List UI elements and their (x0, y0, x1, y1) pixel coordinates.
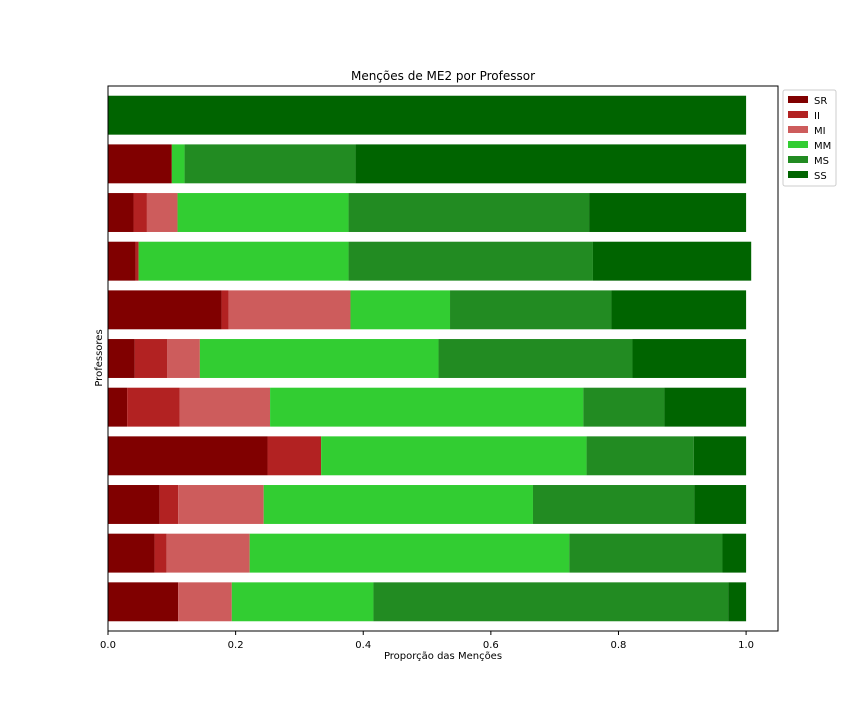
bar-segment-ii (135, 241, 139, 281)
bar-segment-ms (348, 193, 590, 232)
bar-segment-mi (167, 339, 200, 378)
bar-segment-ii (133, 193, 147, 232)
legend-swatch-ss (788, 171, 808, 178)
x-tick-label: 0.2 (228, 640, 244, 651)
bar-segment-mm (199, 339, 439, 378)
legend-swatch-mi (788, 126, 808, 133)
bar-segment-ms (583, 387, 665, 427)
bar-segment-ss (355, 144, 747, 184)
bars-group (108, 95, 752, 622)
bar-segment-mm (263, 485, 533, 524)
legend-swatch-ii (788, 111, 808, 118)
bar-segment-ss (722, 533, 747, 573)
legend-swatch-mm (788, 141, 808, 148)
legend: SR II MI MM MS SS (782, 89, 837, 187)
x-tick-label: 0.8 (611, 640, 627, 651)
x-axis-label: Proporção das Menções (384, 651, 502, 662)
bar-segment-ii (134, 339, 168, 378)
x-axis-ticks: 0.0 0.2 0.4 0.6 0.8 1.0 (100, 631, 754, 651)
bar-segment-ms (450, 290, 612, 330)
bar-segment-ss (664, 387, 747, 427)
chart-title: Menções de ME2 por Professor (351, 69, 535, 83)
bar-segment-ss (592, 241, 752, 281)
bar-segment-ii (127, 387, 180, 427)
bar-segment-ms (348, 241, 593, 281)
legend-label-mi: MI (814, 126, 826, 137)
bar-segment-ss (611, 290, 747, 330)
bar-segment-mi (146, 193, 178, 232)
bar-segment-sr (108, 387, 128, 427)
legend-label-ms: MS (814, 156, 829, 167)
legend-swatch-ms (788, 156, 808, 163)
bar-segment-mi (166, 533, 250, 573)
bar-segment-ii (154, 533, 167, 573)
x-tick-label: 0.6 (483, 640, 499, 651)
bar-segment-mi (178, 582, 232, 622)
bar-segment-mm (171, 144, 185, 184)
y-axis-label: Professores (94, 329, 105, 386)
bar-segment-ms (184, 144, 356, 184)
bar-segment-ms (532, 485, 695, 524)
bar-segment-sr (108, 582, 179, 622)
legend-label-sr: SR (814, 96, 827, 107)
legend-label-ss: SS (814, 171, 827, 182)
bar-segment-mm (231, 582, 374, 622)
bar-segment-sr (108, 339, 135, 378)
bar-segment-ss (728, 582, 747, 622)
bar-segment-ss (589, 193, 747, 232)
bar-segment-sr (108, 144, 172, 184)
bar-segment-mi (178, 485, 264, 524)
bar-segment-mm (350, 290, 451, 330)
bar-segment-ms (569, 533, 723, 573)
bar-segment-sr (108, 241, 136, 281)
bar-segment-ss (693, 436, 747, 476)
x-tick-label: 1.0 (738, 640, 754, 651)
bar-segment-sr (108, 533, 155, 573)
bar-segment-sr (108, 193, 134, 232)
bar-segment-ii (221, 290, 229, 330)
bar-segment-mm (270, 387, 584, 427)
bar-segment-mi (228, 290, 351, 330)
bar-segment-mm (138, 241, 349, 281)
plot-frame (107, 85, 779, 632)
bar-segment-sr (108, 436, 268, 476)
bar-segment-ii (267, 436, 322, 476)
bar-segment-mi (179, 387, 271, 427)
bar-segment-ms (373, 582, 729, 622)
bar-segment-ms (586, 436, 694, 476)
legend-label-mm: MM (814, 141, 831, 152)
bar-segment-sr (108, 485, 160, 524)
x-tick-label: 0.4 (355, 640, 371, 651)
bar-segment-mm (249, 533, 570, 573)
bar-segment-ss (108, 95, 747, 135)
bar-segment-mm (177, 193, 349, 232)
bar-segment-sr (108, 290, 222, 330)
bar-segment-ii (159, 485, 179, 524)
bar-segment-ss (694, 485, 747, 524)
legend-swatch-sr (788, 96, 808, 103)
bar-segment-ss (632, 339, 747, 378)
bar-segment-mm (321, 436, 587, 476)
x-tick-label: 0.0 (100, 640, 116, 651)
legend-label-ii: II (814, 111, 820, 122)
bar-segment-ms (438, 339, 633, 378)
